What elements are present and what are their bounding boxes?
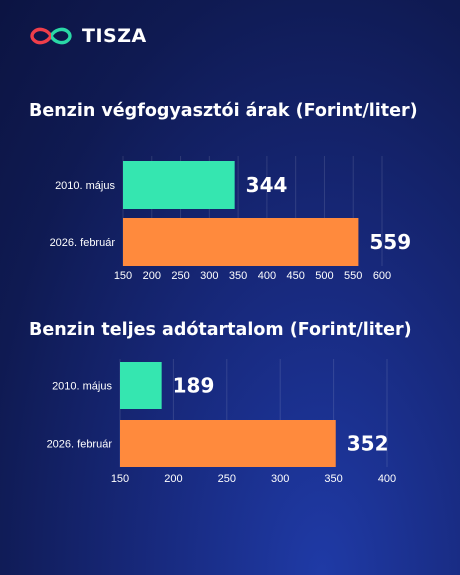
x-tick-label: 150 xyxy=(111,473,129,485)
x-tick-label: 400 xyxy=(258,270,276,282)
x-tick-label: 300 xyxy=(200,270,218,282)
category-label: 2026. február xyxy=(50,237,116,249)
x-tick-label: 450 xyxy=(286,270,304,282)
x-tick-label: 350 xyxy=(229,270,247,282)
bar xyxy=(123,218,359,266)
bar xyxy=(120,420,336,467)
x-tick-label: 250 xyxy=(218,473,236,485)
x-tick-label: 400 xyxy=(378,473,396,485)
brand-name: TISZA xyxy=(82,25,147,47)
tisza-logo-icon xyxy=(30,27,72,45)
x-tick-label: 300 xyxy=(271,473,289,485)
category-label: 2010. május xyxy=(55,180,115,192)
fuel-price-chart: 2010. május 344 2026. február 559 150 200 250 3… xyxy=(50,156,411,282)
data-label: 344 xyxy=(246,173,288,197)
tax-content-chart: 2010. május 189 2026. február 352 150 200 250 3… xyxy=(47,359,396,485)
bar xyxy=(120,362,162,409)
bar xyxy=(123,161,235,209)
category-label: 2010. május xyxy=(52,381,112,393)
x-tick-label: 350 xyxy=(324,473,342,485)
x-tick-label: 600 xyxy=(373,270,391,282)
data-label: 559 xyxy=(369,230,411,254)
data-label: 189 xyxy=(173,374,215,398)
x-tick-label: 250 xyxy=(171,270,189,282)
brand-logo: TISZA xyxy=(28,24,147,48)
x-tick-label: 200 xyxy=(164,473,182,485)
x-tick-label: 500 xyxy=(315,270,333,282)
chart-1-title: Benzin végfogyasztói árak (Forint/liter) xyxy=(29,101,418,121)
x-tick-label: 150 xyxy=(114,270,132,282)
x-tick-label: 550 xyxy=(344,270,362,282)
chart-2-title: Benzin teljes adótartalom (Forint/liter) xyxy=(29,320,412,340)
data-label: 352 xyxy=(347,432,389,456)
category-label: 2026. február xyxy=(47,439,113,451)
x-tick-label: 200 xyxy=(143,270,161,282)
